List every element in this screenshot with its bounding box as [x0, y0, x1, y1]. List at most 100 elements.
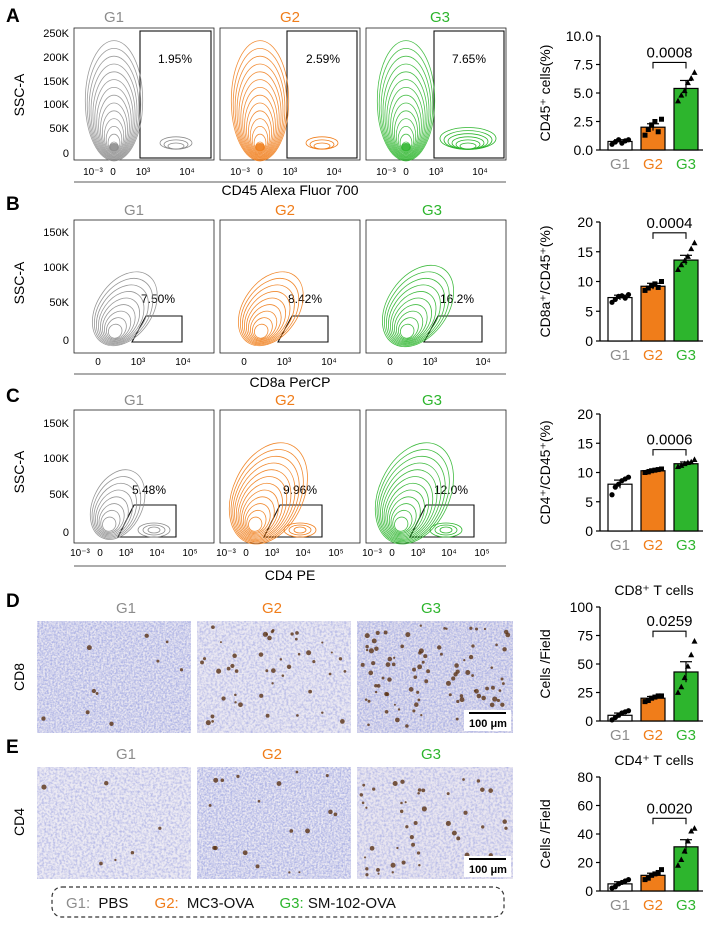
positive-cell	[418, 651, 422, 655]
legend-key-g2: G2:	[155, 895, 179, 912]
positive-cell	[219, 641, 222, 644]
positive-cell	[413, 821, 418, 826]
positive-cell	[205, 720, 211, 726]
contour-line	[381, 469, 438, 540]
positive-cell	[265, 669, 269, 673]
contour-line	[393, 110, 418, 155]
y-tick-label: 7.5	[574, 57, 594, 73]
y-axis-label: SSC-A	[11, 450, 27, 493]
contour-line	[305, 136, 339, 150]
legend-label-g3: SM-102-OVA	[308, 895, 396, 912]
positive-cell	[391, 871, 394, 874]
contour-line	[240, 79, 280, 158]
contour-core	[255, 143, 265, 151]
positive-cell	[419, 624, 422, 627]
contour-line	[102, 304, 136, 342]
contour-line	[84, 40, 144, 162]
contour-line	[378, 47, 434, 161]
contour-line	[91, 271, 158, 347]
data-point	[688, 458, 695, 465]
x-tick: 10³	[119, 548, 134, 559]
positive-cell	[496, 698, 500, 703]
data-point	[655, 129, 661, 135]
bar-chart-e: 0 20 40 60 80 Cells /Field CD4⁺ T cells G1 G2 G3 0…	[537, 752, 703, 914]
positive-cell	[488, 788, 494, 793]
contour-line	[253, 323, 269, 339]
y-axis-label: SSC-A	[11, 73, 27, 116]
contour-line	[385, 278, 446, 346]
y-tick-label: 75	[577, 628, 593, 644]
contour-line	[91, 476, 142, 539]
contour-line	[246, 509, 267, 533]
contour-line	[248, 304, 282, 342]
positive-cell	[371, 661, 376, 666]
x-tick-label: G2	[643, 727, 663, 744]
x-tick: 10⁻³	[216, 548, 236, 559]
data-point	[659, 279, 664, 284]
legend-label-g2: MC3-OVA	[187, 895, 254, 912]
positive-cell	[211, 625, 215, 630]
positive-cell	[446, 792, 450, 796]
positive-cell	[483, 627, 487, 631]
panel-a: A G1 G2 G3 SSC-A 250K 200K 150K 100K 50K…	[6, 6, 507, 198]
data-point	[681, 87, 688, 94]
flow-plot-frame	[219, 409, 361, 544]
positive-cell	[200, 660, 204, 665]
y-tick-label: 25	[577, 685, 593, 701]
legend-text: G1: PBS G2: MC3-OVA G3: SM-102-OVA	[66, 895, 396, 912]
x-tick: 0	[387, 357, 393, 368]
x-tick: 10³	[277, 357, 292, 368]
contour-line	[253, 133, 267, 152]
x-tick: 10⁵	[328, 548, 343, 559]
positive-cell	[238, 702, 243, 708]
flow-plot-frame	[73, 409, 215, 544]
data-point	[684, 253, 691, 259]
bar-g1	[607, 483, 633, 532]
data-point	[642, 877, 648, 883]
positive-cell	[365, 644, 369, 649]
positive-cell	[99, 861, 103, 866]
positive-cell	[372, 787, 376, 791]
contour-line	[392, 509, 413, 533]
contour-line	[103, 118, 125, 154]
gate-box	[433, 30, 505, 159]
positive-cell	[412, 667, 416, 672]
y-tick-label: 100	[570, 599, 594, 615]
y-tick-labels: 250K 200K 150K 100K 50K 0	[43, 28, 69, 160]
x-axis-label: CD8a PerCP	[250, 374, 331, 390]
panel-b: B G1 G2 G3 SSC-A 150K 100K 50K 0 7.50% 8…	[6, 194, 507, 390]
flow-plot-frame	[365, 409, 507, 544]
group-title-g2: G2	[280, 9, 300, 26]
positive-cell	[405, 632, 411, 638]
positive-cell	[426, 669, 431, 674]
group-title-g2: G2	[275, 202, 295, 219]
positive-cell	[471, 644, 475, 648]
y-tick: 150K	[43, 418, 69, 430]
contour-line	[399, 323, 415, 339]
data-point	[684, 837, 691, 844]
positive-cell	[404, 801, 407, 804]
positive-cell	[469, 626, 473, 630]
x-tick: 10⁻³	[230, 167, 250, 178]
contour-line	[163, 139, 189, 150]
positive-cell	[455, 669, 460, 674]
positive-cell	[393, 656, 396, 659]
panel-c: C G1 G2 G3 SSC-A 150K 100K 50K 0 5.48% 9…	[6, 386, 507, 583]
positive-cell	[158, 826, 162, 830]
positive-cell	[298, 871, 301, 874]
bar-g2	[640, 285, 666, 342]
y-tick-label: 60	[577, 798, 593, 814]
positive-cell	[390, 862, 396, 868]
x-tick-label: G1	[610, 897, 630, 914]
x-tick: 10³	[131, 357, 146, 368]
contour-line	[386, 79, 426, 158]
group-title-g1: G1	[124, 392, 144, 409]
positive-cell	[445, 627, 448, 630]
positive-cell	[365, 873, 369, 877]
positive-cell	[281, 674, 285, 677]
contour-line	[105, 126, 123, 153]
contour-line	[106, 317, 127, 340]
positive-cell	[262, 631, 268, 637]
positive-cell	[221, 696, 226, 701]
